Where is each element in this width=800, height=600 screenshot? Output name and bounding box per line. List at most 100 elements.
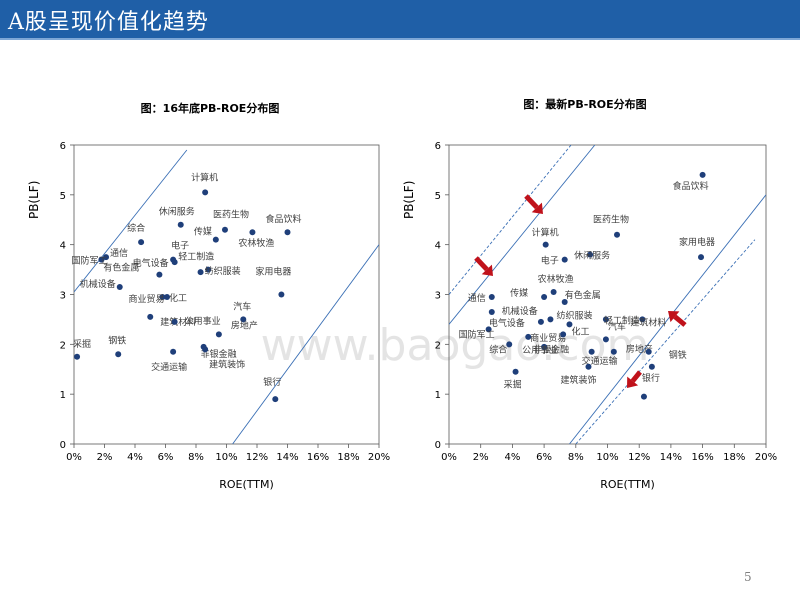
point-label: 纺织服装	[556, 309, 592, 321]
data-point	[640, 393, 647, 400]
point-label: 房地产	[231, 319, 258, 331]
point-label: 家用电器	[679, 236, 715, 248]
data-point	[639, 316, 646, 323]
y-tick-label: 3	[60, 291, 66, 302]
point-label: 采掘	[73, 338, 91, 350]
x-tick-label: 16%	[307, 452, 329, 463]
point-label: 通信	[110, 247, 128, 259]
chart-title: 图：16年底PB-ROE分布图	[141, 101, 280, 115]
point-label: 建筑材料	[160, 316, 196, 328]
data-point	[171, 259, 178, 266]
trend-line	[74, 149, 188, 293]
data-point	[566, 321, 573, 328]
point-label: 公用事业	[522, 344, 558, 356]
point-label: 汽车	[233, 300, 251, 312]
x-tick-label: 10%	[596, 452, 618, 463]
point-label: 休闲服务	[574, 250, 610, 262]
y-tick-label: 6	[435, 141, 441, 152]
point-label: 纺织服装	[205, 265, 241, 277]
red-arrow-shaft	[474, 256, 489, 272]
x-tick-label: 8%	[188, 452, 204, 463]
data-point	[560, 331, 567, 338]
data-point	[278, 291, 285, 298]
x-tick-label: 12%	[628, 452, 650, 463]
point-label: 化工	[571, 325, 589, 337]
data-point	[541, 293, 548, 300]
watermark: www.baogao.com	[261, 320, 650, 371]
point-label: 机械设备	[502, 305, 538, 317]
point-label: 食品饮料	[266, 213, 302, 225]
point-label: 有色金属	[103, 262, 139, 274]
point-label: 综合	[489, 343, 507, 355]
point-label: 电子	[171, 240, 189, 252]
data-point	[602, 316, 609, 323]
x-tick-label: 0%	[66, 452, 82, 463]
x-tick-label: 12%	[246, 452, 268, 463]
data-point	[547, 316, 554, 323]
y-tick-label: 2	[435, 340, 441, 351]
point-label: 传媒	[510, 287, 528, 299]
x-tick-label: 20%	[368, 452, 390, 463]
point-label: 计算机	[191, 171, 218, 183]
point-label: 农林牧渔	[238, 237, 274, 249]
data-point	[177, 221, 184, 228]
point-label: 国防军工	[71, 255, 107, 267]
data-point	[506, 341, 513, 348]
data-point	[561, 298, 568, 305]
point-label: 建筑装饰	[560, 374, 596, 386]
data-point	[212, 236, 219, 243]
data-point	[550, 289, 557, 296]
data-point	[116, 284, 123, 291]
point-label: 电子	[541, 255, 559, 267]
data-point	[115, 351, 122, 358]
red-arrow-head	[481, 264, 493, 276]
point-label: 商业贸易	[128, 293, 164, 305]
data-point	[240, 316, 247, 323]
data-point	[170, 348, 177, 355]
slide-header: A股呈现价值化趋势	[0, 0, 800, 38]
x-tick-label: 2%	[97, 452, 113, 463]
y-tick-label: 3	[435, 291, 441, 302]
data-point	[648, 363, 655, 370]
point-label: 食品饮料	[673, 180, 709, 192]
point-label: 轻工制造	[604, 314, 640, 326]
data-point	[215, 331, 222, 338]
data-point	[610, 348, 617, 355]
red-arrow-head	[627, 376, 639, 388]
x-tick-label: 10%	[215, 452, 237, 463]
y-tick-label: 1	[435, 390, 441, 401]
data-point	[202, 189, 209, 196]
x-tick-label: 4%	[127, 452, 143, 463]
point-label: 医药生物	[593, 214, 629, 226]
y-tick-label: 2	[60, 340, 66, 351]
x-tick-label: 0%	[441, 452, 457, 463]
data-point	[138, 239, 145, 246]
data-point	[205, 266, 212, 273]
slide-title: A股呈现价值化趋势	[8, 10, 209, 35]
point-label: 商业贸易	[530, 332, 566, 344]
y-tick-label: 6	[60, 141, 66, 152]
x-tick-label: 14%	[660, 452, 682, 463]
red-arrow-head	[531, 202, 543, 214]
y-tick-label: 5	[60, 191, 66, 202]
data-point	[171, 318, 178, 325]
trend-line	[449, 145, 572, 295]
point-label: 银行	[263, 376, 281, 388]
data-point	[698, 254, 705, 261]
data-point	[249, 229, 256, 236]
data-point	[585, 363, 592, 370]
point-label: 公用事业	[185, 315, 221, 327]
point-label: 采掘	[504, 379, 522, 391]
point-label: 交通运输	[151, 361, 187, 373]
point-label: 国防军工	[459, 328, 495, 340]
point-label: 家用电器	[255, 266, 291, 278]
x-tick-label: 4%	[504, 452, 520, 463]
point-label: 房地产	[626, 343, 653, 355]
data-point	[74, 353, 81, 360]
x-axis-label: ROE(TTM)	[219, 478, 274, 491]
y-tick-label: 4	[60, 241, 66, 252]
page-number: 5	[744, 570, 752, 584]
data-point	[488, 308, 495, 315]
data-point	[103, 254, 110, 261]
